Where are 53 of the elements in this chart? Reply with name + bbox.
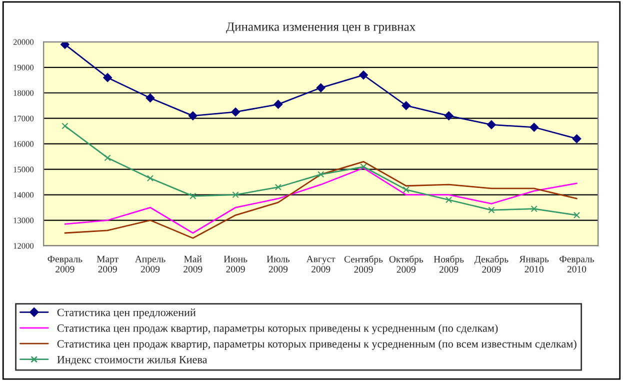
point [530,122,539,132]
point [104,154,111,162]
x-tick-label: Февраль 2009 [48,256,82,272]
x-tick-label: Апрель 2009 [134,256,166,272]
x-tick-label: Декабрь 2009 [474,255,508,273]
point [188,111,198,120]
legend-label: Статистика цен предложений [57,308,196,318]
point [232,191,239,198]
point [360,163,367,170]
y-tick-label: 20000 [13,39,34,45]
x-tick-label: Июль 2009 [266,256,290,272]
point [274,100,283,109]
point [488,206,495,214]
point [318,171,324,178]
point [316,83,326,92]
x-tick-label: Октябрь 2009 [389,255,424,273]
point [572,134,582,144]
point [530,206,538,212]
y-tick-label: 17000 [14,116,34,122]
point [60,42,70,49]
point [231,108,240,116]
point [446,196,452,204]
y-tick-label: 14000 [14,192,34,198]
y-tick-label: 16000 [14,141,34,147]
x-tick-label: Январь 2010 [519,256,549,272]
point [103,73,112,82]
y-tick-label: 19000 [14,64,34,70]
point [402,101,411,110]
point [190,192,196,200]
point [146,174,154,182]
point [487,120,496,130]
point [274,184,282,190]
x-tick-label: Май 2009 [184,256,202,272]
legend-label: Статистика цен продаж квартир, параметры которых приведены к усредненным (по всем известным сделкам) [57,340,576,350]
point [146,94,155,102]
y-tick-label: 18000 [14,90,34,96]
chart-title: Динамика изменения цен в гривнах [226,22,416,34]
point [444,111,454,120]
y-tick-label: 13000 [14,218,34,224]
x-tick-label: Март 2009 [96,256,118,272]
x-tick-label: Сентябрь 2009 [344,255,383,273]
point [573,212,580,218]
legend-label: Статистика цен продаж квартир, параметры которых приведены к усредненным (по сделкам) [57,324,498,334]
x-tick-label: Февраль 2010 [560,256,594,272]
point [402,186,410,193]
x-tick-label: Июнь 2009 [224,256,248,272]
point [359,70,368,80]
x-tick-label: Август 2009 [306,256,336,272]
y-tick-label: 12000 [14,243,34,249]
point [62,122,68,130]
legend-label: Индекс стоимости жилья Киева [57,356,208,366]
y-tick-label: 15000 [14,166,34,172]
x-tick-label: Ноябрь 2009 [434,255,464,273]
